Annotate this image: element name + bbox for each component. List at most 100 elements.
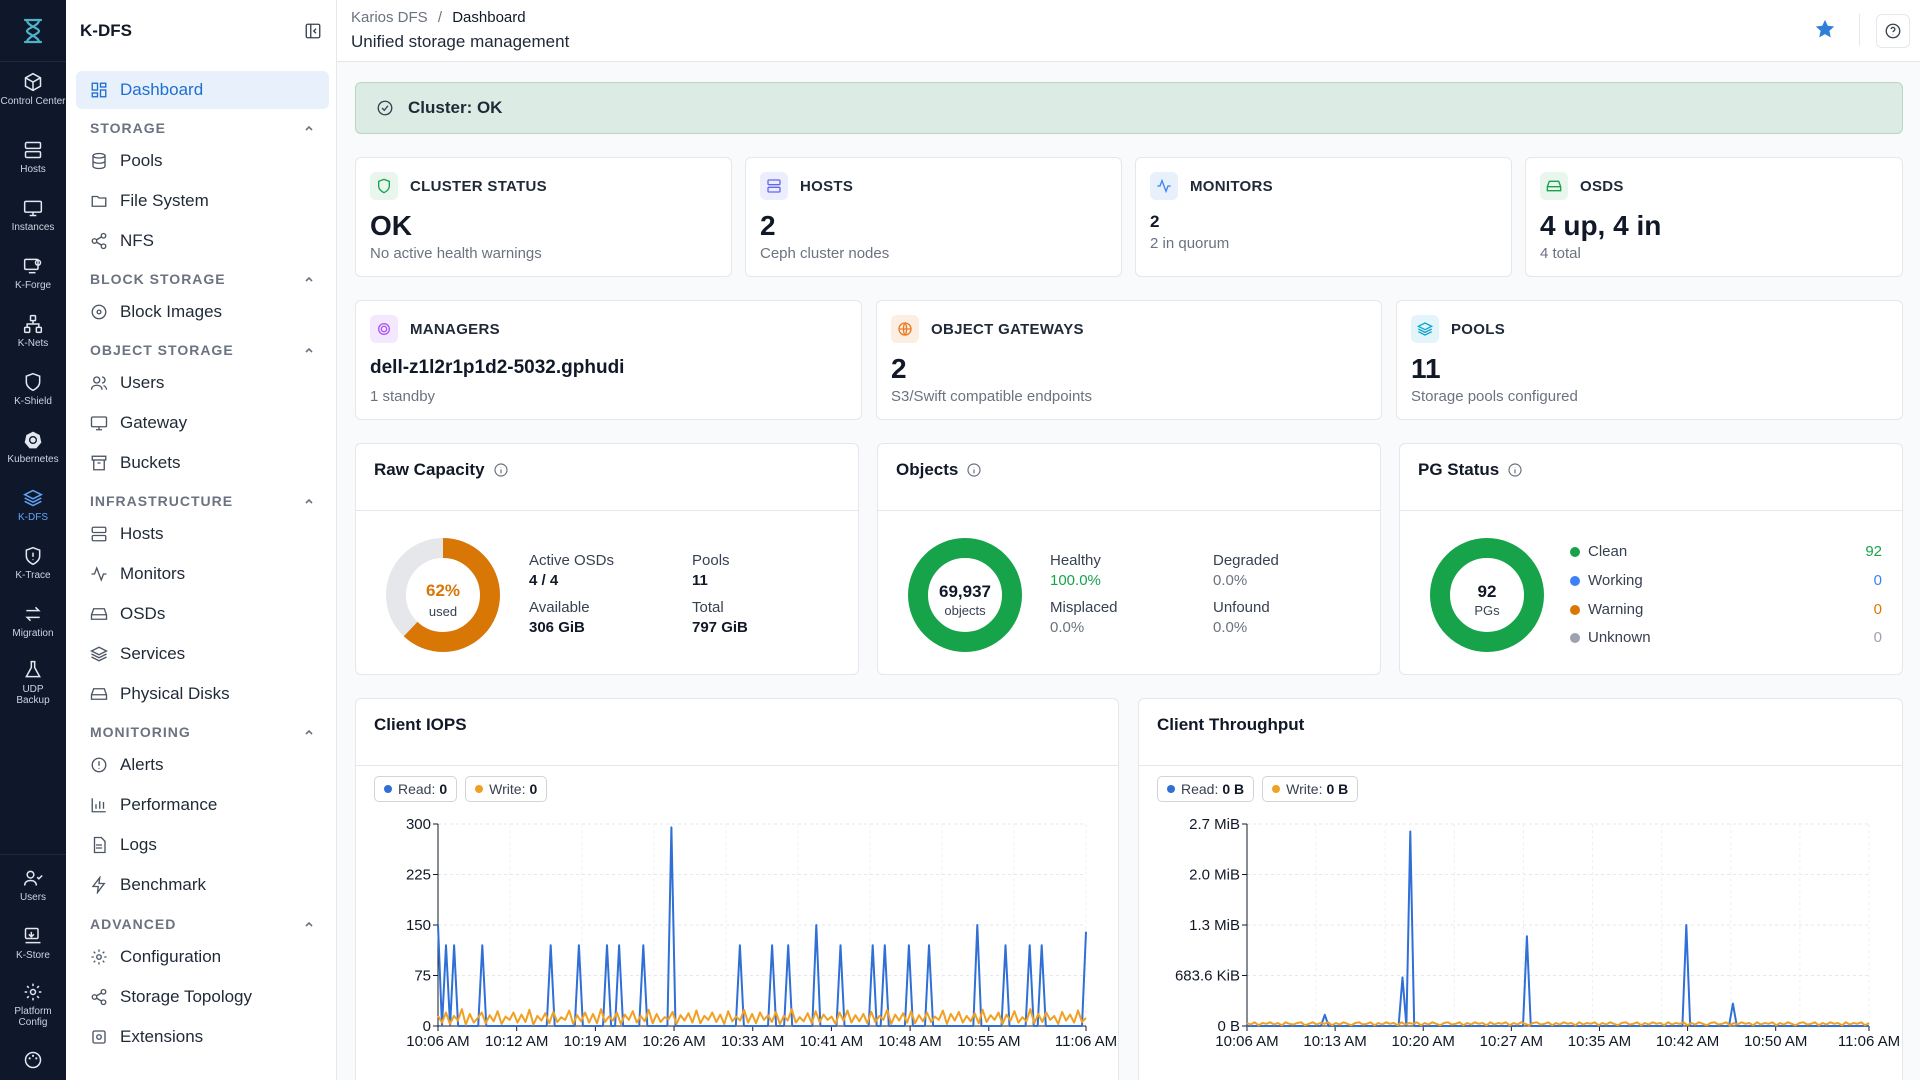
legend-read[interactable]: Read: 0 <box>374 776 458 802</box>
server-icon <box>91 526 107 542</box>
section-storage[interactable]: STORAGE <box>76 120 329 136</box>
sidebar-item-pools[interactable]: Pools <box>76 142 329 180</box>
rail-hosts[interactable]: Hosts <box>0 140 66 175</box>
card-title: CLUSTER STATUS <box>410 177 547 195</box>
sidebar-item-gateway[interactable]: Gateway <box>76 404 329 442</box>
legend-write[interactable]: Write: 0 B <box>1262 776 1359 802</box>
card-header: OSDS <box>1540 172 1624 200</box>
sidebar-item-label: Users <box>120 373 165 392</box>
card-cluster-status[interactable]: CLUSTER STATUS OK No active health warni… <box>355 157 732 277</box>
pg-row-count: 92 <box>1865 543 1882 560</box>
app-rail: Control Center Hosts Instances K-Forge K… <box>0 0 66 1080</box>
legend-read[interactable]: Read: 0 B <box>1157 776 1255 802</box>
card-osds[interactable]: OSDS 4 up, 4 in 4 total <box>1525 157 1903 277</box>
karios-logo[interactable] <box>0 0 66 62</box>
status-dot <box>1570 604 1580 615</box>
sidebar-item-configuration[interactable]: Configuration <box>76 938 329 976</box>
rail-k-nets[interactable]: K-Nets <box>0 314 66 349</box>
misplaced-value: 0.0% <box>1050 619 1085 636</box>
shield-icon <box>25 372 41 392</box>
series-line-write <box>437 1008 1087 1026</box>
section-block-storage[interactable]: BLOCK STORAGE <box>76 271 329 287</box>
iops-chart: 0 75 150 225 300 10:06 AM 10:12 AM 10:19 AM 10:2… <box>406 816 1117 1050</box>
rail-migration[interactable]: Migration <box>0 604 66 639</box>
collapse-sidebar-icon[interactable] <box>304 22 322 40</box>
help-button[interactable] <box>1876 14 1910 48</box>
sidebar-item-label: Buckets <box>120 453 181 472</box>
legend-value: 0 <box>439 781 448 797</box>
sidebar-item-services[interactable]: Services <box>76 635 329 673</box>
check-circle-icon <box>377 100 393 116</box>
zap-icon <box>91 876 106 894</box>
section-infrastructure[interactable]: INFRASTRUCTURE <box>76 493 329 509</box>
shield-icon <box>370 172 398 200</box>
rail-udp-backup[interactable]: UDP Backup <box>0 660 66 706</box>
sidebar-item-extensions[interactable]: Extensions <box>76 1018 329 1056</box>
breadcrumb-root[interactable]: Karios DFS <box>351 9 428 26</box>
card-pools[interactable]: POOLS 11 Storage pools configured <box>1396 300 1903 420</box>
pg-row-warning: Warning 0 <box>1570 601 1882 618</box>
sidebar-item-block-images[interactable]: Block Images <box>76 293 329 331</box>
sidebar-item-hosts[interactable]: Hosts <box>76 515 329 553</box>
unfound-value: 0.0% <box>1213 619 1248 636</box>
sidebar-item-label: Hosts <box>120 524 164 543</box>
card-object-gateways[interactable]: OBJECT GATEWAYS 2 S3/Swift compatible en… <box>876 300 1382 420</box>
rail-platform-config[interactable]: Platform Config <box>0 982 66 1028</box>
rail-instances[interactable]: Instances <box>0 198 66 233</box>
sidebar-item-label: File System <box>120 191 209 210</box>
section-object-storage[interactable]: OBJECT STORAGE <box>76 342 329 358</box>
rail-control-center[interactable]: Control Center <box>0 72 66 107</box>
rail-users[interactable]: Users <box>0 868 66 903</box>
sidebar-item-dashboard[interactable]: Dashboard <box>76 71 329 109</box>
panel-title: Raw Capacity <box>374 460 509 480</box>
legend-write[interactable]: Write: 0 <box>465 776 548 802</box>
throughput-chart: 0 B 683.6 KiB 1.3 MiB 2.0 MiB 2.7 MiB 10:06 A… <box>1175 816 1900 1050</box>
x-tick-label: 10:50 AM <box>1744 1033 1807 1050</box>
rail-k-dfs[interactable]: K-DFS <box>0 488 66 523</box>
archive-icon <box>91 455 107 471</box>
rail-k-trace[interactable]: K-Trace <box>0 546 66 581</box>
rail-label: UDP Backup <box>16 684 50 706</box>
section-monitoring[interactable]: MONITORING <box>76 724 329 740</box>
sidebar-item-label: Gateway <box>120 413 188 432</box>
sidebar-item-users[interactable]: Users <box>76 364 329 402</box>
hard-drive-icon <box>90 608 108 620</box>
x-tick-label: 10:20 AM <box>1392 1033 1455 1050</box>
rail-k-forge[interactable]: K-Forge <box>0 256 66 291</box>
pg-row-working: Working 0 <box>1570 572 1882 589</box>
sidebar-item-logs[interactable]: Logs <box>76 826 329 864</box>
favorite-star-icon[interactable] <box>1814 18 1836 40</box>
rail-label: Instances <box>11 222 55 233</box>
sidebar-item-benchmark[interactable]: Benchmark <box>76 866 329 904</box>
rail-theme[interactable] <box>0 1050 66 1074</box>
rail-label: Kubernetes <box>7 454 59 465</box>
rail-k-shield[interactable]: K-Shield <box>0 372 66 407</box>
sidebar-item-alerts[interactable]: Alerts <box>76 746 329 784</box>
sidebar-item-performance[interactable]: Performance <box>76 786 329 824</box>
flask-icon <box>25 660 41 678</box>
info-icon[interactable] <box>493 462 509 478</box>
rail-kubernetes[interactable]: Kubernetes <box>0 430 66 465</box>
card-title: MONITORS <box>1190 177 1273 195</box>
card-managers[interactable]: MANAGERS dell-z1l2r1p1d2-5032.gphudi 1 s… <box>355 300 862 420</box>
sidebar-item-monitors[interactable]: Monitors <box>76 555 329 593</box>
info-icon[interactable] <box>966 462 982 478</box>
sidebar-item-nfs[interactable]: NFS <box>76 222 329 260</box>
trace-icon <box>25 546 41 566</box>
sidebar-item-physical-disks[interactable]: Physical Disks <box>76 675 329 713</box>
card-monitors[interactable]: MONITORS 2 2 in quorum <box>1135 157 1512 277</box>
top-bar: Karios DFS / Dashboard Unified storage m… <box>337 0 1920 62</box>
sidebar-item-file-system[interactable]: File System <box>76 182 329 220</box>
x-tick-label: 10:33 AM <box>721 1033 784 1050</box>
x-tick-label: 10:13 AM <box>1303 1033 1366 1050</box>
sidebar-item-storage-topology[interactable]: Storage Topology <box>76 978 329 1016</box>
sidebar-item-buckets[interactable]: Buckets <box>76 444 329 482</box>
x-tick-label: 10:41 AM <box>800 1033 863 1050</box>
card-hosts[interactable]: HOSTS 2 Ceph cluster nodes <box>745 157 1122 277</box>
panel-pg-status: PG Status 92 PGs Clean 92 Working 0 Warn… <box>1399 443 1903 675</box>
section-advanced[interactable]: ADVANCED <box>76 916 329 932</box>
info-icon[interactable] <box>1507 462 1523 478</box>
sidebar-item-osds[interactable]: OSDs <box>76 595 329 633</box>
legend-value: 0 <box>529 781 538 797</box>
rail-k-store[interactable]: K-Store <box>0 926 66 961</box>
